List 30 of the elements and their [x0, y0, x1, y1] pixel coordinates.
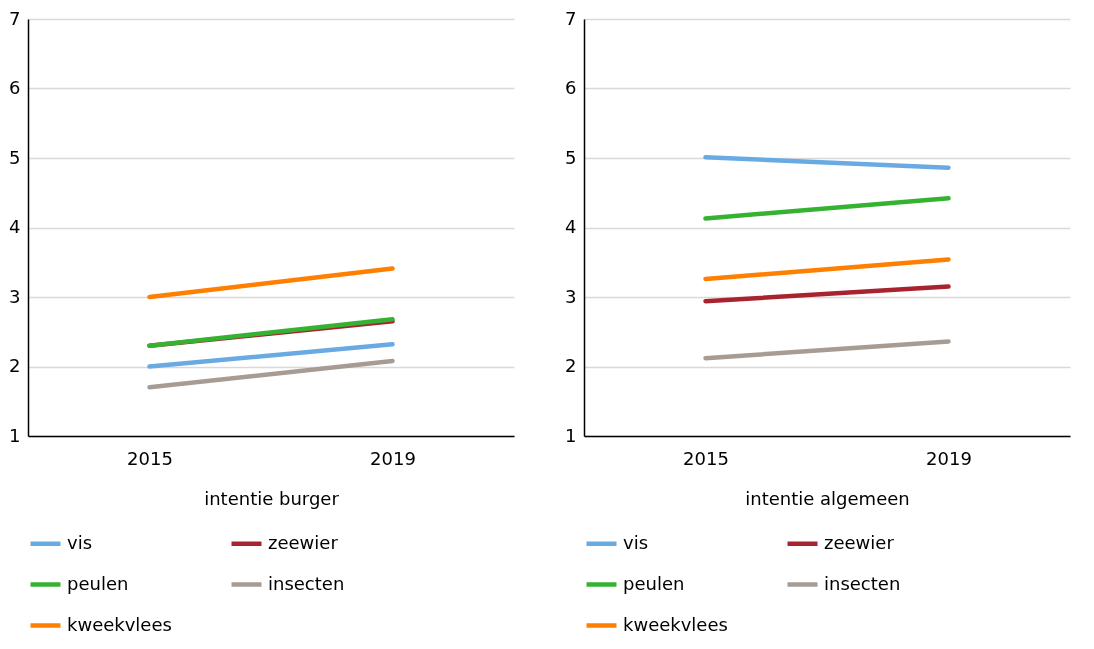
y-tick-label: 1	[9, 424, 21, 446]
x-axis-title: intentie algemeen	[745, 487, 910, 509]
legend-label: vis	[67, 531, 93, 553]
legend-label: zeewier	[824, 531, 895, 553]
y-tick-label: 1	[565, 424, 577, 446]
legend-label: vis	[623, 531, 649, 553]
y-tick-label: 3	[565, 285, 577, 307]
x-tick-label: 2019	[370, 447, 416, 469]
y-tick-label: 6	[9, 77, 21, 98]
legend-label: peulen	[67, 572, 129, 594]
y-tick-label: 5	[565, 146, 577, 168]
legend-label: kweekvlees	[623, 613, 728, 635]
legend-label: insecten	[824, 572, 901, 594]
x-tick-label: 2015	[127, 447, 173, 469]
x-tick-label: 2019	[926, 447, 972, 469]
y-tick-label: 7	[9, 7, 21, 29]
x-axis-title: intentie burger	[204, 487, 340, 509]
legend-label: kweekvlees	[67, 613, 172, 635]
y-tick-label: 2	[565, 355, 577, 376]
y-tick-label: 2	[9, 355, 21, 376]
legend-label: insecten	[268, 572, 345, 594]
y-tick-label: 5	[9, 146, 21, 168]
y-tick-label: 7	[565, 7, 577, 29]
x-tick-label: 2015	[683, 447, 729, 469]
legend-label: peulen	[623, 572, 685, 594]
legend-label: zeewier	[268, 531, 339, 553]
y-tick-label: 4	[565, 216, 577, 237]
y-tick-label: 3	[9, 285, 21, 307]
y-tick-label: 6	[565, 77, 577, 98]
y-tick-label: 4	[9, 216, 21, 237]
